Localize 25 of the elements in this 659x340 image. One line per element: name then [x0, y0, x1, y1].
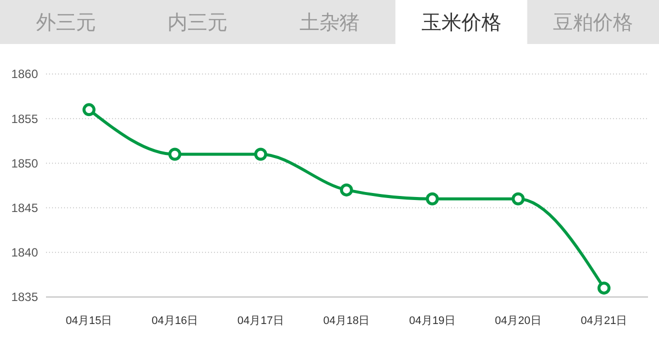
point [82, 103, 96, 116]
x-tick-label: 04月20日 [494, 315, 542, 327]
point [426, 192, 439, 206]
x-tick-label: 04月21日 [580, 315, 628, 327]
y-tick-label: 1845 [11, 201, 38, 215]
x-tick-label: 04月17日 [237, 315, 284, 327]
y-tick-label: 1850 [11, 156, 38, 170]
y-tick-label: 1835 [11, 290, 38, 304]
x-tick-label: 04月15日 [66, 315, 112, 327]
point [168, 148, 182, 161]
text: 外三元 [36, 10, 96, 34]
x-tick-label: 04月16日 [152, 315, 198, 327]
point [254, 148, 268, 161]
point [512, 192, 525, 206]
x-tick-label: 04月19日 [409, 315, 456, 327]
y-tick-label: 1855 [11, 112, 38, 126]
y-tick-label: 1840 [11, 246, 38, 260]
point [598, 282, 610, 295]
x-tick-label: 04月18日 [323, 315, 370, 327]
y-tick-label: 1860 [11, 67, 38, 82]
text: 豆粕价格 [553, 10, 634, 34]
chart-title: 玉米价格 [421, 10, 502, 34]
point [340, 183, 353, 196]
text: 内三元 [168, 10, 228, 34]
text: 土杂猪 [300, 10, 360, 34]
